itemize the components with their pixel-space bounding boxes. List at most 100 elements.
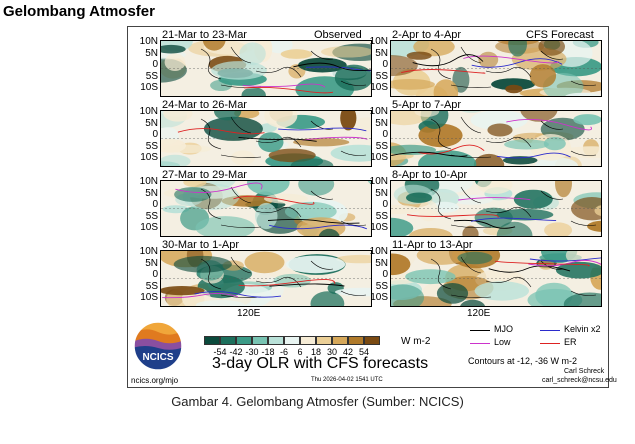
- lat-label: 0: [382, 129, 388, 140]
- lat-label: 10N: [139, 36, 158, 47]
- colorbar-tick: -18: [261, 347, 275, 357]
- lat-label: 0: [152, 59, 158, 70]
- lat-label: 10S: [370, 222, 388, 233]
- colorbar-tick: -54: [213, 347, 227, 357]
- lat-label: 10S: [140, 152, 158, 163]
- colorbar-swatch: [220, 336, 236, 345]
- lat-label: 5N: [375, 257, 388, 269]
- forecast-date-3: 8-Apr to 10-Apr: [392, 169, 468, 181]
- forecast-date-4: 11-Apr to 13-Apr: [392, 239, 473, 251]
- lat-label: 5N: [375, 187, 388, 199]
- colorbar-units: W m-2: [401, 336, 431, 347]
- colorbar-swatch: [252, 336, 268, 345]
- lat-label: 10S: [370, 152, 388, 163]
- author: Carl Schreck: [564, 368, 605, 375]
- olr-map-obs-3: [161, 181, 371, 236]
- lat-label: 0: [382, 269, 388, 280]
- legend-label-low: Low: [494, 337, 511, 347]
- forecast-panel-3: [390, 180, 602, 237]
- legend-line-mjo: [470, 330, 490, 331]
- colorbar-swatch: [236, 336, 252, 345]
- site-url: ncics.org/mjo: [131, 376, 179, 385]
- olr-map-fc-3: [391, 181, 601, 236]
- x-axis-label-fc: 120E: [467, 308, 491, 319]
- lat-label: 10N: [369, 176, 388, 187]
- forecast-label: CFS Forecast: [526, 29, 594, 41]
- lat-label: 5S: [145, 140, 158, 152]
- colorbar-tick: -30: [245, 347, 259, 357]
- lat-label: 5S: [375, 210, 388, 222]
- observed-date-4: 30-Mar to 1-Apr: [162, 239, 240, 251]
- lat-label: 5S: [375, 140, 388, 152]
- ncics-logo-icon: [133, 321, 183, 371]
- lat-label: 10N: [139, 246, 158, 257]
- lat-label: 10S: [140, 82, 158, 93]
- colorbar-swatch: [204, 336, 220, 345]
- colorbar-tick: 6: [297, 347, 303, 357]
- olr-map-fc-4: [391, 251, 601, 306]
- author-email: carl_schreck@ncsu.edu: [542, 377, 617, 384]
- lat-label: 5S: [145, 70, 158, 82]
- observed-date-3: 27-Mar to 29-Mar: [162, 169, 247, 181]
- colorbar-tick: 30: [326, 347, 337, 357]
- colorbar-tick: 54: [358, 347, 369, 357]
- lat-label: 0: [382, 59, 388, 70]
- lat-label: 10N: [139, 176, 158, 187]
- lat-label: 5N: [145, 187, 158, 199]
- lat-label: 5S: [375, 70, 388, 82]
- lat-label: 10S: [140, 222, 158, 233]
- colorbar-tick: 18: [310, 347, 321, 357]
- contour-note: Contours at -12, -36 W m-2: [468, 356, 578, 366]
- observed-date-1: 21-Mar to 23-Mar: [162, 29, 247, 41]
- lat-label: 0: [382, 199, 388, 210]
- colorbar-swatch: [364, 336, 380, 345]
- page-title: Gelombang Atmosfer: [3, 3, 155, 20]
- olr-map-obs-2: [161, 111, 371, 166]
- colorbar-swatch: [316, 336, 332, 345]
- lat-label: 10N: [369, 106, 388, 117]
- colorbar-tick: -42: [229, 347, 243, 357]
- olr-map-obs-4: [161, 251, 371, 306]
- forecast-panel-1: [390, 40, 602, 97]
- observed-panel-2: [160, 110, 372, 167]
- lat-label: 5S: [145, 210, 158, 222]
- lat-label: 10S: [140, 292, 158, 303]
- forecast-date-1: 2-Apr to 4-Apr: [392, 29, 462, 41]
- observed-date-2: 24-Mar to 26-Mar: [162, 99, 247, 111]
- olr-figure: Observed CFS Forecast 21-Mar to 23-Mar 2…: [127, 26, 617, 388]
- forecast-panel-4: [390, 250, 602, 307]
- lat-label: 5N: [145, 47, 158, 59]
- lat-label: 5N: [145, 257, 158, 269]
- lat-label: 5S: [145, 280, 158, 292]
- legend-line-low: [470, 343, 490, 344]
- colorbar-swatch: [268, 336, 284, 345]
- ncics-logo: NCICS: [132, 320, 184, 372]
- lat-label: 10N: [369, 246, 388, 257]
- lat-label: 5N: [145, 117, 158, 129]
- figure-caption: Gambar 4. Gelombang Atmosfer (Sumber: NC…: [171, 394, 464, 409]
- colorbar-tick: 42: [342, 347, 353, 357]
- colorbar-swatch: [348, 336, 364, 345]
- forecast-date-2: 5-Apr to 7-Apr: [392, 99, 462, 111]
- colorbar-swatch: [332, 336, 348, 345]
- lat-label: 10N: [369, 36, 388, 47]
- colorbar-swatch: [300, 336, 316, 345]
- lat-label: 5S: [375, 280, 388, 292]
- legend-line-kelvin: [540, 330, 560, 331]
- legend-label-kelvin: Kelvin x2: [564, 324, 601, 334]
- forecast-panel-2: [390, 110, 602, 167]
- colorbar-swatch: [284, 336, 300, 345]
- timestamp: Thu 2026-04-02 1541 UTC: [311, 377, 383, 383]
- observed-panel-4: [160, 250, 372, 307]
- logo-text: NCICS: [142, 352, 174, 363]
- olr-map-fc-1: [391, 41, 601, 96]
- observed-label: Observed: [314, 29, 362, 41]
- legend-label-er: ER: [564, 337, 577, 347]
- colorbar-tick: -6: [279, 347, 288, 357]
- olr-map-fc-2: [391, 111, 601, 166]
- lat-label: 10S: [370, 82, 388, 93]
- x-axis-label-obs: 120E: [237, 308, 261, 319]
- lat-label: 0: [152, 199, 158, 210]
- legend-line-er: [540, 343, 560, 344]
- lat-label: 10S: [370, 292, 388, 303]
